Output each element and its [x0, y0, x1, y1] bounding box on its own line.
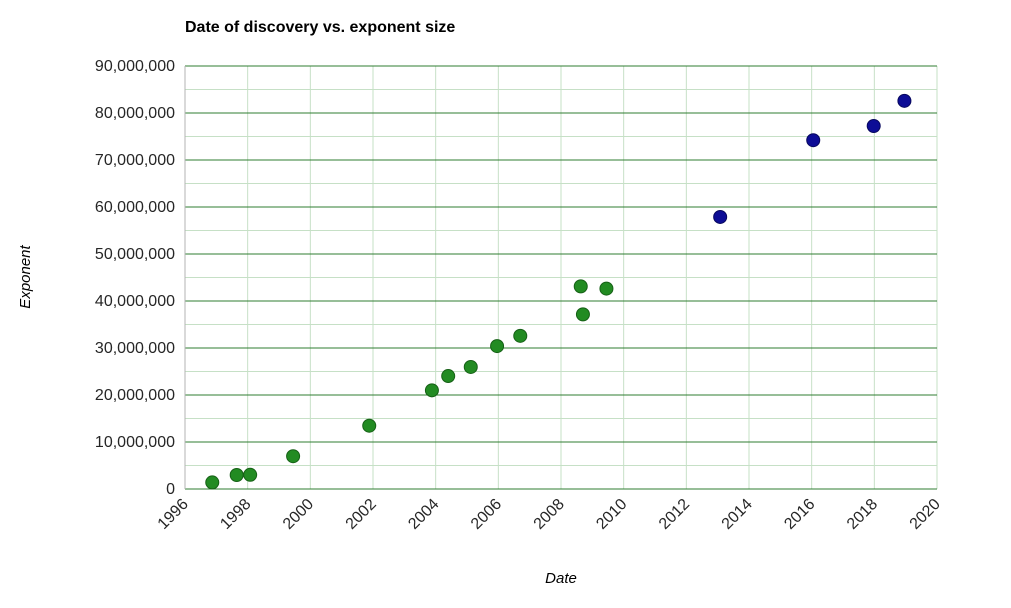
data-point — [806, 133, 821, 148]
x-tick-labels: 1996 1998 2000 2002 2004 2006 2008 2010 2012 2014… — [155, 496, 944, 533]
x-tick-label: 2016 — [781, 496, 818, 533]
data-point — [243, 467, 258, 482]
data-point — [897, 93, 912, 108]
data-point — [362, 418, 377, 433]
y-tick-label: 0 — [166, 481, 175, 498]
data-point — [463, 359, 478, 374]
x-tick-label: 2006 — [468, 496, 505, 533]
y-tick-labels: 0 10,000,000 20,000,000 30,000,000 40,000,00… — [95, 58, 175, 498]
data-point — [866, 119, 881, 134]
y-tick-label: 70,000,000 — [95, 152, 175, 169]
y-tick-label: 10,000,000 — [95, 434, 175, 451]
y-tick-label: 90,000,000 — [95, 58, 175, 75]
y-tick-label: 30,000,000 — [95, 340, 175, 357]
data-points — [205, 93, 912, 490]
x-axis-title: Date — [545, 570, 577, 587]
data-point — [490, 339, 505, 354]
data-point — [205, 475, 220, 490]
x-tick-label: 2012 — [656, 496, 693, 533]
x-tick-label: 2008 — [531, 496, 568, 533]
chart-title: Date of discovery vs. exponent size — [185, 19, 456, 36]
data-point — [513, 328, 528, 343]
y-tick-label: 20,000,000 — [95, 387, 175, 404]
data-point — [573, 279, 588, 294]
x-tick-label: 1998 — [217, 496, 254, 533]
data-point — [424, 383, 439, 398]
x-tick-label: 2010 — [593, 496, 630, 533]
y-tick-label: 40,000,000 — [95, 293, 175, 310]
data-point — [575, 307, 590, 322]
x-tick-label: 2002 — [343, 496, 380, 533]
x-tick-label: 2020 — [907, 496, 944, 533]
x-tick-label: 2000 — [280, 496, 317, 533]
data-point — [441, 369, 456, 384]
data-point — [599, 281, 614, 296]
x-tick-label: 2018 — [844, 496, 881, 533]
x-tick-label: 1996 — [155, 496, 192, 533]
major-gridlines — [185, 65, 937, 490]
y-tick-label: 80,000,000 — [95, 105, 175, 122]
y-tick-label: 50,000,000 — [95, 246, 175, 263]
data-point — [229, 468, 244, 483]
x-tick-label: 2014 — [719, 496, 756, 533]
x-tick-label: 2004 — [405, 496, 442, 533]
y-tick-label: 60,000,000 — [95, 199, 175, 216]
data-point — [713, 209, 728, 224]
y-axis-title: Exponent — [17, 244, 34, 308]
data-point — [286, 449, 301, 464]
